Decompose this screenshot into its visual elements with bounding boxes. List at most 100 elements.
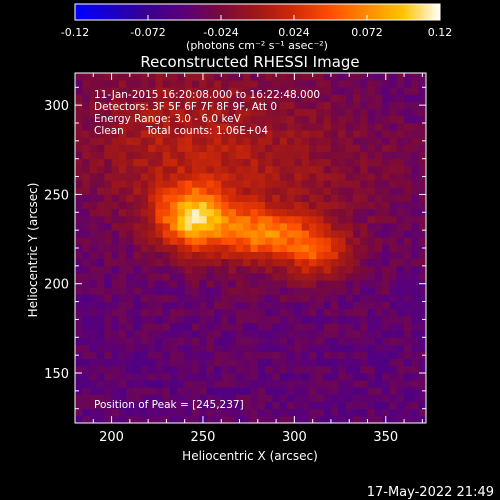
heatmap-cell (133, 144, 142, 152)
heatmap-cell (170, 215, 178, 224)
heatmap-cell (265, 373, 273, 381)
heatmap-cell (170, 344, 178, 352)
heatmap-cell (133, 273, 142, 281)
heatmap-cell (111, 223, 120, 231)
heatmap-cell (192, 258, 200, 267)
heatmap-cell (330, 244, 339, 252)
heatmap-cell (338, 301, 346, 310)
heatmap-cell (294, 287, 303, 295)
heatmap-cell (213, 308, 222, 317)
heatmap-cell (250, 94, 259, 102)
heatmap-cell (411, 144, 420, 152)
heatmap-cell (243, 144, 251, 152)
heatmap-cell (82, 351, 91, 360)
heatmap-cell (104, 323, 112, 331)
heatmap-cell (279, 165, 288, 174)
heatmap-cell (330, 130, 339, 138)
heatmap-cell (206, 273, 215, 281)
heatmap-cell (206, 330, 215, 338)
heatmap-cell (104, 287, 112, 295)
heatmap-cell (170, 358, 178, 367)
heatmap-cell (96, 223, 105, 231)
heatmap-cell (374, 251, 383, 260)
heatmap-cell (360, 380, 368, 388)
heatmap-cell (360, 244, 368, 252)
heatmap-cell (221, 165, 229, 174)
heatmap-cell (360, 287, 368, 295)
heatmap-cell (257, 173, 266, 181)
heatmap-cell (235, 308, 244, 317)
heatmap-cell (316, 301, 325, 310)
heatmap-cell (213, 194, 222, 202)
heatmap-cell (287, 73, 295, 81)
heatmap-cell (287, 201, 295, 210)
heatmap-cell (235, 130, 244, 138)
heatmap-cell (140, 315, 149, 324)
heatmap-cell (389, 173, 398, 181)
heatmap-cell (184, 287, 193, 295)
heatmap-cell (404, 130, 412, 138)
heatmap-cell (82, 208, 91, 217)
heatmap-cell (360, 215, 368, 224)
heatmap-cell (82, 237, 91, 245)
heatmap-cell (411, 301, 420, 310)
heatmap-cell (82, 280, 91, 288)
heatmap-cell (330, 208, 339, 217)
heatmap-cell (287, 230, 295, 238)
heatmap-cell (367, 180, 376, 188)
heatmap-cell (235, 151, 244, 160)
heatmap-cell (170, 301, 178, 310)
heatmap-cell (301, 380, 310, 388)
heatmap-cell (323, 87, 332, 95)
heatmap-cell (170, 180, 178, 188)
heatmap-cell (330, 408, 339, 417)
heatmap-cell (170, 387, 178, 395)
heatmap-cell (309, 101, 317, 110)
heatmap-cell (162, 87, 171, 95)
heatmap-cell (206, 215, 215, 224)
heatmap-cell (374, 130, 383, 138)
heatmap-cell (338, 308, 346, 317)
heatmap-cell (243, 173, 251, 181)
heatmap-cell (235, 273, 244, 281)
heatmap-cell (279, 73, 288, 81)
heatmap-cell (396, 287, 405, 295)
heatmap-cell (330, 315, 339, 324)
heatmap-cell (382, 401, 390, 410)
heatmap-cell (170, 123, 178, 131)
heatmap-cell (82, 151, 91, 160)
heatmap-cell (96, 251, 105, 260)
heatmap-cell (411, 165, 420, 174)
heatmap-cell (257, 115, 266, 124)
heatmap-cell (140, 337, 149, 345)
heatmap-cell (250, 308, 259, 317)
heatmap-cell (330, 237, 339, 245)
heatmap-cell (177, 73, 186, 81)
heatmap-cell (192, 208, 200, 217)
heatmap-cell (235, 80, 244, 88)
heatmap-cell (257, 237, 266, 245)
heatmap-cell (250, 301, 259, 310)
heatmap-cell (118, 201, 127, 210)
heatmap-cell (316, 344, 325, 352)
heatmap-cell (323, 265, 332, 274)
heatmap-cell (316, 165, 325, 174)
heatmap-cell (404, 365, 412, 374)
heatmap-cell (272, 308, 281, 317)
heatmap-cell (338, 158, 346, 167)
heatmap-cell (360, 130, 368, 138)
heatmap-cell (243, 123, 251, 131)
heatmap-cell (199, 101, 208, 110)
heatmap-cell (360, 223, 368, 231)
heatmap-cell (155, 315, 164, 324)
heatmap-cell (221, 158, 229, 167)
heatmap-cell (257, 137, 266, 145)
heatmap-cell (382, 194, 390, 202)
heatmap-cell (243, 208, 251, 217)
heatmap-cell (235, 244, 244, 252)
heatmap-cell (257, 358, 266, 367)
heatmap-cell (184, 123, 193, 131)
heatmap-cell (162, 80, 171, 88)
heatmap-cell (418, 337, 426, 345)
heatmap-cell (228, 273, 237, 281)
